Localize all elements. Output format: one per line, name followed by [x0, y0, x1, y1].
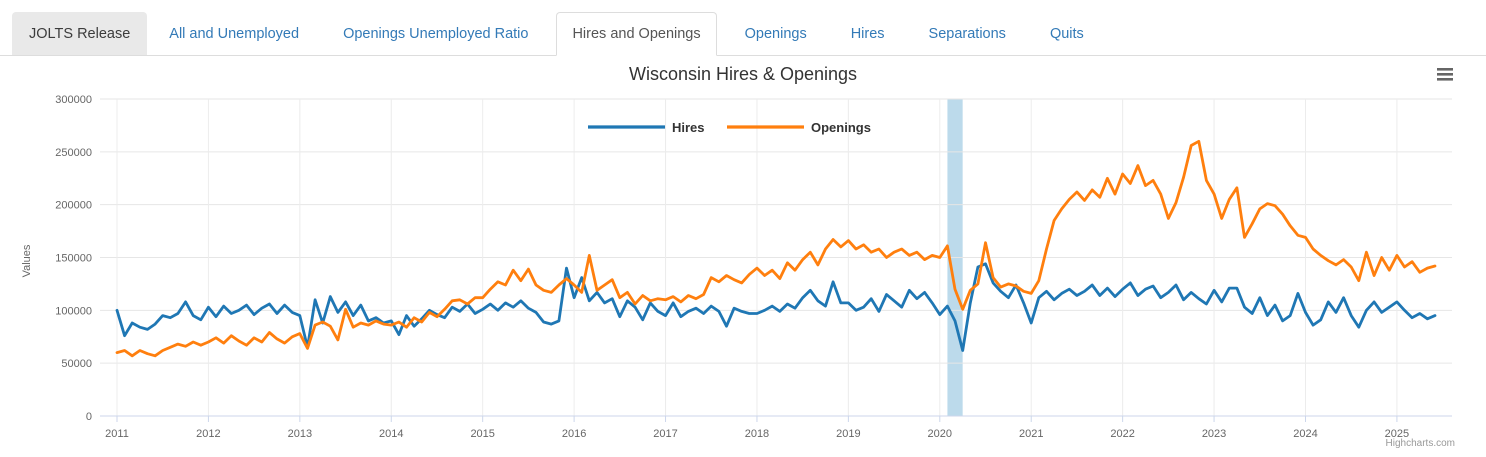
tab-jolts-release[interactable]: JOLTS Release [12, 12, 148, 55]
chart-title: Wisconsin Hires & Openings [629, 64, 857, 84]
brand-tab-label: JOLTS Release [29, 25, 131, 42]
hamburger-bar [1437, 78, 1453, 81]
hamburger-bar [1437, 73, 1453, 76]
tab-hires[interactable]: Hires [835, 12, 901, 55]
x-axis-tick-label: 2019 [836, 428, 860, 440]
tab-bar: JOLTS Release All and Unemployed Opening… [0, 0, 1486, 56]
y-axis-tick-label: 300000 [55, 94, 92, 106]
legend-label: Hires [672, 120, 705, 135]
x-axis-tick-label: 2022 [1110, 428, 1134, 440]
x-axis-tick-label: 2020 [928, 428, 952, 440]
tab-label: All and Unemployed [169, 25, 300, 42]
y-axis-tick-label: 250000 [55, 147, 92, 159]
y-axis-tick-label: 100000 [55, 305, 92, 317]
series-line-hires[interactable] [115, 262, 1437, 352]
x-axis-tick-label: 2016 [562, 428, 586, 440]
tab-hires-and-openings[interactable]: Hires and Openings [556, 12, 717, 56]
hamburger-bar [1437, 68, 1453, 71]
line-chart: 0 50000 100000 150000 200000 250000 300000 2011… [21, 64, 1455, 449]
x-axis-tick-label: 2018 [745, 428, 769, 440]
x-axis-tick-label: 2024 [1293, 428, 1317, 440]
y-axis-title: Values [21, 244, 33, 277]
x-axis-tick-label: 2011 [105, 428, 129, 440]
chart-container: 0 50000 100000 150000 200000 250000 300000 2011… [0, 56, 1486, 452]
legend-label: Openings [811, 120, 871, 135]
tab-all-and-unemployed[interactable]: All and Unemployed [153, 12, 315, 55]
legend-item-openings[interactable]: Openings [727, 120, 871, 135]
x-axis-tick-label: 2021 [1019, 428, 1043, 440]
x-axis-tick-label: 2012 [196, 428, 220, 440]
x-axis-tick-label: 2015 [470, 428, 494, 440]
highcharts-credit[interactable]: Highcharts.com [1386, 438, 1455, 449]
tab-label: Openings [744, 25, 807, 42]
tab-openings-unemployed-ratio[interactable]: Openings Unemployed Ratio [327, 12, 544, 55]
x-axis-tick-label: 2013 [288, 428, 312, 440]
x-axis-tick-label: 2014 [379, 428, 403, 440]
tab-label: Separations [928, 25, 1006, 42]
series-line-openings[interactable] [115, 139, 1437, 358]
tab-separations[interactable]: Separations [913, 12, 1022, 55]
hamburger-icon[interactable] [1437, 68, 1453, 81]
tab-label: Quits [1049, 25, 1084, 42]
y-axis-tick-label: 150000 [55, 253, 92, 265]
tab-label: Hires and Openings [572, 26, 701, 42]
legend-item-hires[interactable]: Hires [588, 120, 705, 135]
y-axis-tick-label: 50000 [61, 358, 92, 370]
tab-quits[interactable]: Quits [1034, 12, 1100, 55]
x-axis-tick-label: 2025 [1385, 428, 1409, 440]
tab-openings[interactable]: Openings [729, 12, 823, 55]
x-axis-tick-label: 2023 [1202, 428, 1226, 440]
y-axis-tick-label: 200000 [55, 200, 92, 212]
y-axis-tick-label: 0 [86, 411, 92, 423]
x-axis-tick-label: 2017 [653, 428, 677, 440]
tab-label: Hires [850, 25, 885, 42]
tab-label: Openings Unemployed Ratio [343, 25, 529, 42]
